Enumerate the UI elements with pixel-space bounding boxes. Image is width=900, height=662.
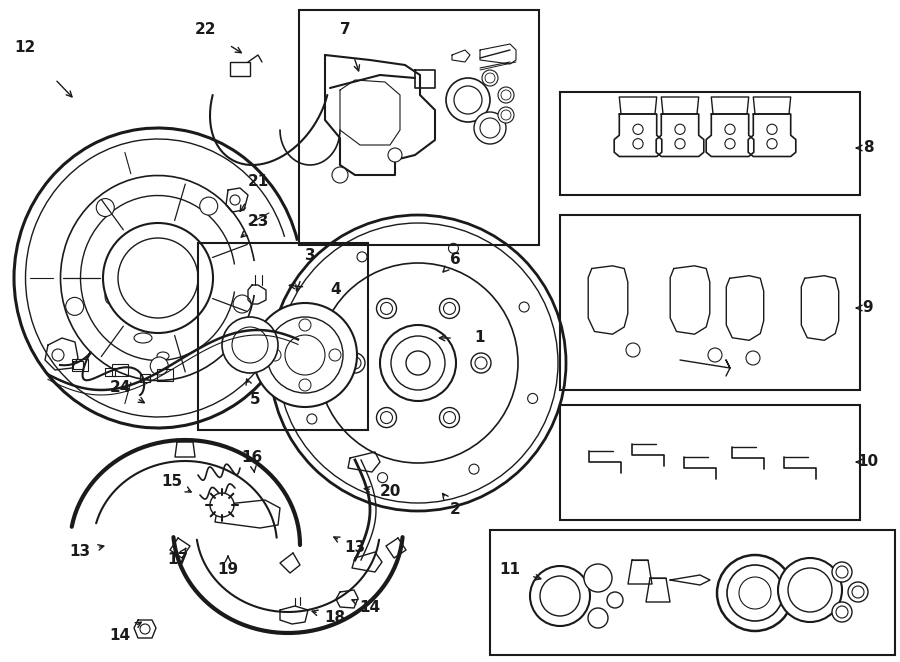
Circle shape xyxy=(588,608,608,628)
Text: 15: 15 xyxy=(161,475,183,489)
Circle shape xyxy=(210,493,234,517)
Circle shape xyxy=(439,299,460,318)
Text: 22: 22 xyxy=(194,23,216,38)
Circle shape xyxy=(527,393,537,403)
Circle shape xyxy=(200,197,218,215)
Text: 5: 5 xyxy=(249,393,260,408)
Circle shape xyxy=(448,244,458,254)
Bar xyxy=(157,369,173,381)
Circle shape xyxy=(269,349,281,361)
Circle shape xyxy=(498,87,514,103)
Circle shape xyxy=(746,351,760,365)
Circle shape xyxy=(439,408,460,428)
Circle shape xyxy=(388,148,402,162)
Text: 24: 24 xyxy=(109,381,130,395)
Bar xyxy=(230,62,250,76)
Circle shape xyxy=(717,555,793,631)
Circle shape xyxy=(253,303,357,407)
Circle shape xyxy=(222,317,278,373)
Circle shape xyxy=(832,562,852,582)
Bar xyxy=(72,359,88,371)
Bar xyxy=(560,92,860,195)
Bar xyxy=(295,385,317,401)
Circle shape xyxy=(767,124,777,134)
Circle shape xyxy=(778,558,842,622)
Text: 8: 8 xyxy=(863,140,873,156)
Circle shape xyxy=(607,592,623,608)
Circle shape xyxy=(446,78,490,122)
Circle shape xyxy=(376,299,397,318)
Circle shape xyxy=(482,70,498,86)
Circle shape xyxy=(103,223,213,333)
Circle shape xyxy=(724,138,735,149)
Circle shape xyxy=(530,566,590,626)
Circle shape xyxy=(675,124,685,134)
Circle shape xyxy=(376,408,397,428)
Circle shape xyxy=(377,473,388,483)
Circle shape xyxy=(848,582,868,602)
Text: 1: 1 xyxy=(475,330,485,346)
Circle shape xyxy=(299,379,311,391)
Circle shape xyxy=(380,325,456,401)
Text: 19: 19 xyxy=(218,563,238,577)
Circle shape xyxy=(474,112,506,144)
Bar xyxy=(560,215,860,390)
Circle shape xyxy=(357,252,367,262)
Circle shape xyxy=(96,199,114,216)
Circle shape xyxy=(519,302,529,312)
Text: 2: 2 xyxy=(450,502,461,518)
Circle shape xyxy=(724,124,735,134)
Text: 12: 12 xyxy=(14,40,36,56)
Text: 13: 13 xyxy=(69,545,91,559)
Text: 20: 20 xyxy=(379,485,400,500)
Circle shape xyxy=(140,624,150,634)
Bar xyxy=(198,243,368,430)
Text: 14: 14 xyxy=(110,628,130,643)
Circle shape xyxy=(329,349,341,361)
Text: 21: 21 xyxy=(248,175,268,189)
Text: 17: 17 xyxy=(167,553,189,567)
Ellipse shape xyxy=(105,288,115,304)
Circle shape xyxy=(832,602,852,622)
Text: 18: 18 xyxy=(324,610,346,626)
Text: 13: 13 xyxy=(345,540,365,555)
Text: 3: 3 xyxy=(305,248,315,263)
Circle shape xyxy=(584,564,612,592)
Circle shape xyxy=(66,297,84,315)
Text: 4: 4 xyxy=(330,283,341,297)
Bar xyxy=(560,405,860,520)
Circle shape xyxy=(675,138,685,149)
Bar xyxy=(490,530,895,655)
Text: 14: 14 xyxy=(359,600,381,616)
Text: 11: 11 xyxy=(500,563,520,577)
Bar xyxy=(112,364,128,376)
Circle shape xyxy=(345,353,365,373)
Ellipse shape xyxy=(134,333,152,343)
Circle shape xyxy=(708,348,722,362)
Circle shape xyxy=(299,322,309,332)
Text: 9: 9 xyxy=(863,301,873,316)
Circle shape xyxy=(307,414,317,424)
Circle shape xyxy=(270,215,566,511)
Circle shape xyxy=(150,357,168,375)
Circle shape xyxy=(233,295,251,313)
Circle shape xyxy=(633,138,643,149)
Circle shape xyxy=(469,464,479,474)
Text: 10: 10 xyxy=(858,455,878,469)
Text: 6: 6 xyxy=(450,252,461,267)
Circle shape xyxy=(52,349,64,361)
Circle shape xyxy=(498,107,514,123)
Circle shape xyxy=(471,353,491,373)
Circle shape xyxy=(626,343,640,357)
Text: 23: 23 xyxy=(248,214,269,230)
Circle shape xyxy=(299,319,311,331)
Circle shape xyxy=(633,124,643,134)
Bar xyxy=(299,10,539,245)
Ellipse shape xyxy=(157,352,169,360)
Circle shape xyxy=(767,138,777,149)
Circle shape xyxy=(332,167,348,183)
Text: 16: 16 xyxy=(241,451,263,465)
Text: 7: 7 xyxy=(339,23,350,38)
